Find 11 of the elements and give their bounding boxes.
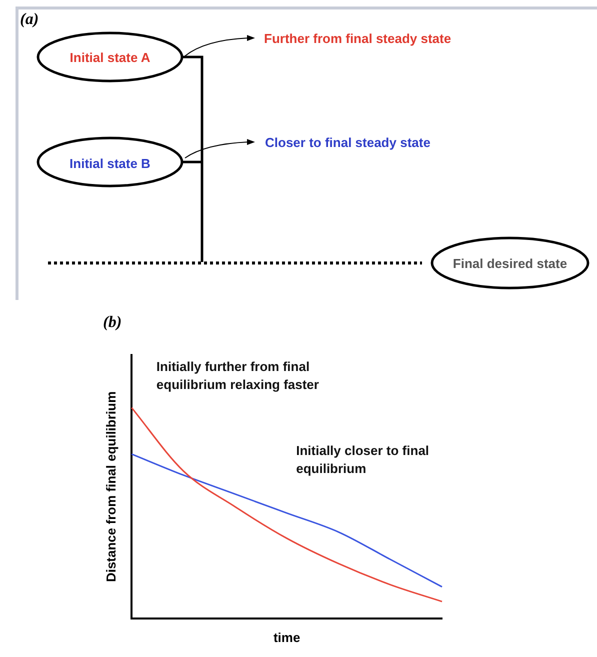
chart-title: (b): [103, 314, 122, 332]
text: Closer to final steady state: [265, 135, 430, 150]
text: Initially closer to final equilibrium: [296, 443, 430, 476]
text: (a): [20, 11, 39, 28]
x-axis-title: time: [273, 630, 300, 645]
text: Initial state A: [70, 50, 151, 65]
text: Final desired state: [452, 256, 568, 271]
text: Initially further from final equilibrium relaxing faster: [156, 358, 319, 392]
text: Initial state B: [70, 156, 150, 171]
y-axis-title: Distance from final equilibrium: [103, 391, 118, 582]
text: Further from final steady state: [264, 31, 452, 46]
